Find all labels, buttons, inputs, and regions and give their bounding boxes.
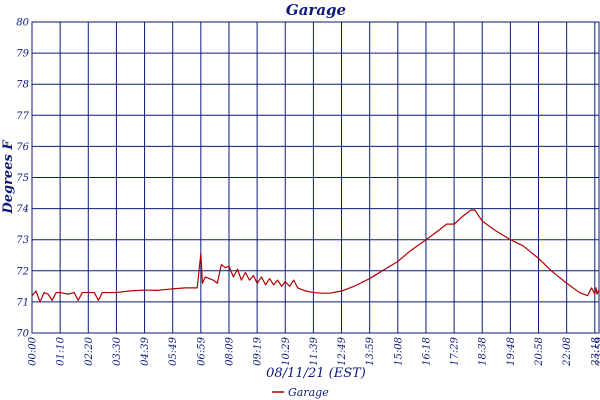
grid — [31, 21, 600, 334]
y-tick-label: 72 — [16, 266, 29, 277]
y-tick-label: 79 — [16, 49, 29, 60]
x-axis-ticks: 00:00 01:10 02:20 03:30 04:39 05:49 06:59 08:09… — [28, 336, 600, 366]
x-tick-label: 22:08 — [562, 337, 573, 367]
y-tick-label: 76 — [16, 142, 29, 153]
x-tick-label: 05:49 — [168, 336, 179, 365]
x-tick-label: 19:48 — [506, 337, 517, 366]
x-tick-label: 17:29 — [450, 336, 461, 365]
x-axis-title: 08/11/21 (EST) — [266, 366, 366, 381]
x-tick-label: 23:59 — [595, 336, 600, 366]
y-tick-label: 73 — [16, 235, 29, 246]
x-tick-label: 06:59 — [196, 336, 207, 365]
chart-title: Garage — [286, 1, 346, 19]
y-tick-label: 77 — [16, 111, 29, 122]
series-line-garage — [31, 209, 600, 303]
y-tick-label: 70 — [16, 329, 29, 340]
x-tick-label: 15:08 — [393, 337, 404, 366]
y-tick-label: 78 — [16, 80, 29, 91]
x-tick-label: 00:00 — [28, 336, 39, 365]
y-axis-ticks: 70 71 72 73 74 75 76 77 78 79 80 — [16, 18, 29, 340]
x-tick-label: 23:18 — [590, 337, 600, 367]
legend: Garage — [272, 386, 329, 399]
y-axis-title: Degrees F — [1, 140, 16, 215]
x-tick-label: 20:58 — [534, 337, 545, 367]
x-tick-label: 13:59 — [365, 336, 376, 365]
x-tick-label: 01:10 — [56, 336, 67, 365]
x-tick-label: 18:38 — [478, 337, 489, 366]
x-tick-label: 11:39 — [309, 336, 320, 365]
x-tick-label: 02:20 — [84, 336, 95, 365]
x-tick-label: 12:49 — [337, 336, 348, 365]
legend-label: Garage — [288, 386, 329, 399]
y-tick-label: 75 — [16, 173, 29, 184]
x-tick-label: 03:30 — [112, 336, 123, 365]
y-tick-label: 71 — [16, 297, 29, 308]
x-tick-label: 16:18 — [421, 337, 432, 366]
x-tick-label: 08:09 — [224, 336, 235, 365]
y-tick-label: 80 — [16, 18, 29, 29]
x-tick-label: 10:29 — [281, 336, 292, 365]
y-tick-label: 74 — [16, 204, 29, 215]
x-tick-label: 04:39 — [140, 336, 151, 365]
x-tick-label: 09:19 — [253, 336, 264, 365]
series-layer — [31, 209, 600, 303]
